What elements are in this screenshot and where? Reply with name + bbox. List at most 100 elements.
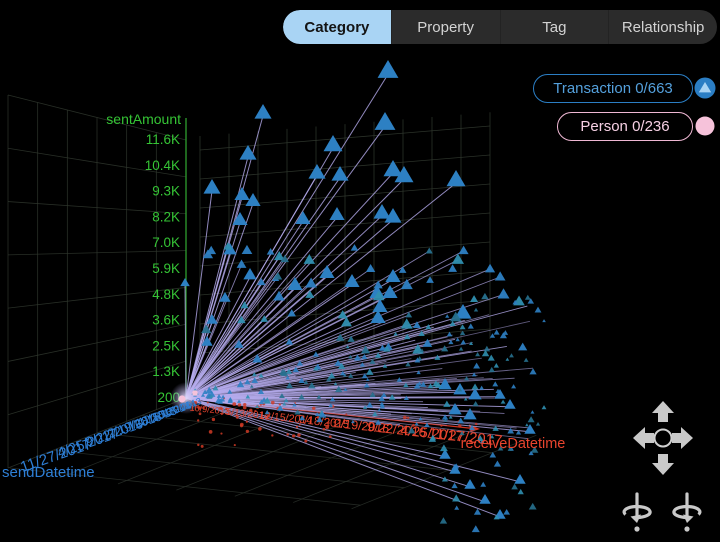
transaction-node[interactable] — [328, 372, 336, 379]
transaction-node[interactable] — [201, 336, 213, 346]
transaction-node[interactable] — [374, 352, 382, 358]
transaction-node[interactable] — [377, 60, 399, 78]
transaction-node[interactable] — [497, 445, 504, 451]
transaction-node[interactable] — [438, 378, 452, 390]
transaction-node[interactable] — [457, 417, 465, 424]
transaction-node[interactable] — [319, 265, 335, 278]
transaction-node[interactable] — [361, 373, 368, 379]
transaction-node[interactable] — [443, 418, 448, 422]
transaction-node[interactable] — [527, 416, 535, 423]
transaction-node[interactable] — [255, 404, 260, 408]
transaction-node[interactable] — [383, 160, 403, 177]
transaction-node[interactable] — [200, 393, 206, 397]
transaction-node[interactable] — [422, 338, 433, 347]
transaction-node[interactable] — [296, 360, 304, 366]
transaction-node[interactable] — [479, 385, 485, 390]
transaction-node[interactable] — [469, 341, 474, 345]
transaction-node[interactable] — [473, 307, 479, 312]
transaction-node[interactable] — [495, 388, 501, 394]
transaction-node[interactable] — [479, 494, 491, 504]
person-node[interactable] — [192, 390, 198, 396]
transaction-node[interactable] — [480, 439, 485, 444]
transaction-node[interactable] — [372, 299, 388, 312]
transaction-node[interactable] — [424, 422, 430, 428]
transaction-node[interactable] — [374, 112, 396, 130]
transaction-node[interactable] — [455, 337, 460, 342]
transaction-node[interactable] — [245, 394, 251, 399]
transaction-node[interactable] — [480, 481, 487, 487]
transaction-node[interactable] — [239, 145, 257, 160]
transaction-node[interactable] — [263, 397, 272, 404]
transaction-node[interactable] — [382, 363, 388, 368]
transaction-node[interactable] — [535, 421, 541, 426]
transaction-node[interactable] — [350, 419, 355, 424]
transaction-node[interactable] — [333, 382, 338, 386]
transaction-node[interactable] — [360, 345, 371, 354]
transaction-node[interactable] — [314, 412, 320, 416]
transaction-node[interactable] — [481, 349, 490, 357]
transaction-node[interactable] — [451, 253, 465, 264]
transaction-node[interactable] — [223, 242, 233, 250]
transaction-node[interactable] — [404, 333, 411, 340]
transaction-node[interactable] — [340, 317, 352, 327]
transaction-node[interactable] — [441, 345, 449, 352]
transaction-node[interactable] — [463, 408, 477, 420]
transaction-node[interactable] — [524, 424, 536, 434]
transaction-node[interactable] — [369, 391, 376, 398]
transaction-node[interactable] — [398, 266, 407, 273]
transaction-node[interactable] — [502, 330, 509, 335]
transaction-node[interactable] — [405, 311, 413, 318]
transaction-node[interactable] — [366, 368, 374, 375]
transaction-node[interactable] — [308, 164, 326, 179]
transaction-node[interactable] — [266, 248, 275, 255]
transaction-node[interactable] — [312, 351, 319, 357]
transaction-node[interactable] — [528, 502, 537, 510]
transaction-node[interactable] — [517, 488, 524, 495]
transaction-node[interactable] — [273, 272, 283, 280]
transaction-node[interactable] — [365, 263, 376, 272]
transaction-node[interactable] — [345, 345, 350, 349]
transaction-node[interactable] — [240, 301, 249, 309]
transaction-node[interactable] — [295, 211, 311, 224]
transaction-node[interactable] — [383, 345, 391, 352]
transaction-node[interactable] — [308, 382, 316, 389]
transaction-node[interactable] — [384, 208, 402, 223]
transaction-node[interactable] — [458, 245, 469, 255]
transaction-node[interactable] — [481, 292, 489, 300]
transaction-node[interactable] — [220, 397, 226, 402]
transaction-node[interactable] — [249, 384, 254, 388]
transaction-node[interactable] — [298, 394, 305, 400]
transaction-node[interactable] — [472, 400, 479, 407]
transaction-node[interactable] — [303, 380, 309, 385]
transaction-node[interactable] — [212, 385, 219, 391]
transaction-node[interactable] — [280, 369, 289, 377]
transaction-node[interactable] — [329, 207, 345, 220]
pan-down-button[interactable] — [652, 454, 674, 475]
transaction-node[interactable] — [203, 179, 221, 194]
transaction-node[interactable] — [414, 357, 421, 363]
transaction-node[interactable] — [471, 525, 480, 533]
transaction-node[interactable] — [439, 449, 451, 459]
transaction-node[interactable] — [419, 348, 425, 353]
transaction-node[interactable] — [457, 387, 463, 392]
transaction-node[interactable] — [485, 263, 496, 273]
transaction-node[interactable] — [505, 357, 510, 361]
transaction-node[interactable] — [403, 395, 409, 401]
transaction-node[interactable] — [236, 259, 247, 268]
transaction-node[interactable] — [381, 392, 387, 398]
transaction-node[interactable] — [425, 324, 432, 330]
transaction-node[interactable] — [509, 353, 514, 358]
transaction-node[interactable] — [443, 400, 451, 407]
transaction-node[interactable] — [432, 380, 440, 387]
transaction-node[interactable] — [366, 401, 374, 408]
transaction-node[interactable] — [468, 424, 476, 431]
transaction-node[interactable] — [348, 354, 353, 359]
person-node[interactable] — [178, 395, 186, 403]
transaction-node[interactable] — [464, 376, 470, 381]
transaction-node[interactable] — [316, 394, 322, 399]
transaction-node[interactable] — [369, 358, 376, 364]
transaction-node[interactable] — [340, 370, 346, 376]
tab-relationship[interactable]: Relationship — [621, 18, 705, 36]
transaction-node[interactable] — [283, 398, 289, 403]
